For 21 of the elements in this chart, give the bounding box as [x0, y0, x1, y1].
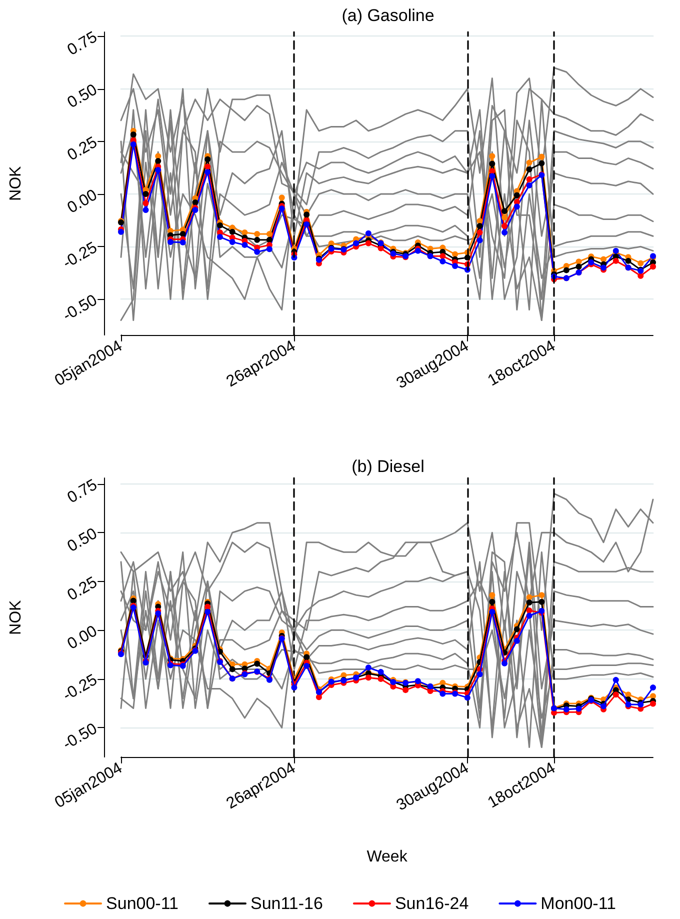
- legend-label: Sun11-16: [250, 894, 323, 913]
- legend-label: Sun16-24: [394, 894, 469, 913]
- y-axis-title: NOK: [8, 600, 24, 635]
- y-tick-label: 0.25: [64, 134, 100, 164]
- y-tick-label: 0.75: [64, 476, 100, 507]
- y-tick-label: -0.25: [60, 672, 100, 705]
- y-tick-label: -0.50: [60, 292, 100, 325]
- y-tick-label: 0.50: [64, 81, 100, 112]
- y-tick-label: -0.50: [60, 720, 100, 754]
- y-tick-label: 0.50: [64, 525, 100, 556]
- y-tick-label: 0.00: [64, 186, 100, 217]
- y-tick-label: -0.25: [60, 239, 100, 272]
- legend-label: Mon00-11: [540, 894, 616, 913]
- y-axis-title: NOK: [8, 166, 24, 201]
- chart-title: (a) Gasoline: [342, 6, 434, 25]
- y-tick-label: 0.00: [64, 622, 100, 654]
- y-tick-label: 0.25: [64, 574, 100, 604]
- legend-label: Sun00-11: [106, 894, 178, 913]
- y-tick-label: 0.75: [64, 28, 100, 60]
- x-axis-title: Week: [366, 848, 408, 866]
- chart-title: (b) Diesel: [352, 457, 424, 476]
